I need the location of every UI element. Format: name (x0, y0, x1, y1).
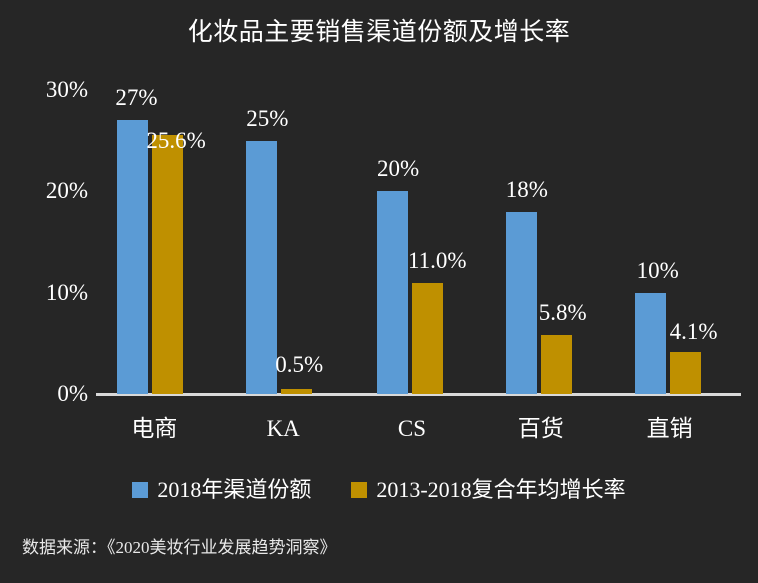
bar-group (117, 90, 184, 394)
data-label-share-KA: 25% (246, 105, 289, 131)
data-label-cagr-百货: 5.8% (538, 300, 587, 326)
data-label-cagr-KA: 0.5% (275, 351, 324, 377)
x-axis-line (96, 393, 741, 396)
chart-legend: 2018年渠道份额 2013-2018复合年均增长率 (0, 477, 758, 503)
data-label-cagr-直销: 4.1% (669, 319, 718, 345)
legend-item-cagr[interactable]: 2013-2018复合年均增长率 (351, 477, 626, 503)
legend-item-share[interactable]: 2018年渠道份额 (132, 477, 311, 503)
y-axis-tick-label: 30% (45, 77, 88, 102)
bar-cagr-电商[interactable] (152, 134, 184, 394)
bar-share-百货[interactable] (505, 211, 537, 394)
x-axis-tick-label-百货: 百货 (517, 416, 564, 441)
bar-group (377, 90, 443, 394)
data-label-cagr-CS: 11.0% (408, 247, 467, 273)
legend-swatch-icon (132, 482, 149, 498)
legend-label: 2018年渠道份额 (157, 477, 312, 502)
x-axis-tick-label-CS: CS (397, 416, 427, 441)
legend-swatch-icon (351, 482, 368, 498)
bar-cagr-直销[interactable] (669, 352, 701, 394)
data-label-share-电商: 27% (115, 85, 158, 111)
bar-group (246, 90, 313, 394)
bar-group (634, 90, 701, 394)
data-label-cagr-电商: 25.6% (146, 127, 206, 153)
x-axis-tick-label-直销: 直销 (646, 416, 693, 441)
y-axis-tick-label: 0% (57, 381, 88, 406)
source-note: 数据来源：《2020美妆行业发展趋势洞察》 (22, 538, 337, 557)
x-axis: 电商 KA CS 百货 直销 (96, 414, 740, 448)
y-axis-tick-label: 20% (45, 178, 88, 204)
data-label-share-直销: 10% (636, 257, 679, 283)
y-axis: 0% 10% 20% 30% (0, 0, 88, 583)
x-axis-tick-label-电商: 电商 (131, 416, 178, 441)
x-axis-tick-label-KA: KA (266, 416, 300, 441)
plot-area (96, 90, 740, 394)
bar-group (505, 90, 572, 394)
bar-cagr-百货[interactable] (540, 335, 572, 394)
chart-title: 化妆品主要销售渠道份额及增长率 (187, 19, 571, 46)
data-label-share-CS: 20% (377, 156, 420, 182)
bar-cagr-KA[interactable] (281, 388, 313, 394)
bar-share-电商[interactable] (117, 120, 149, 394)
y-axis-tick-label: 10% (45, 279, 88, 305)
bar-cagr-CS[interactable] (412, 282, 443, 394)
bar-share-直销[interactable] (634, 292, 666, 394)
legend-label: 2013-2018复合年均增长率 (376, 477, 626, 502)
bar-share-KA[interactable] (246, 140, 278, 394)
bar-share-CS[interactable] (377, 191, 408, 394)
data-label-share-百货: 18% (505, 176, 548, 202)
